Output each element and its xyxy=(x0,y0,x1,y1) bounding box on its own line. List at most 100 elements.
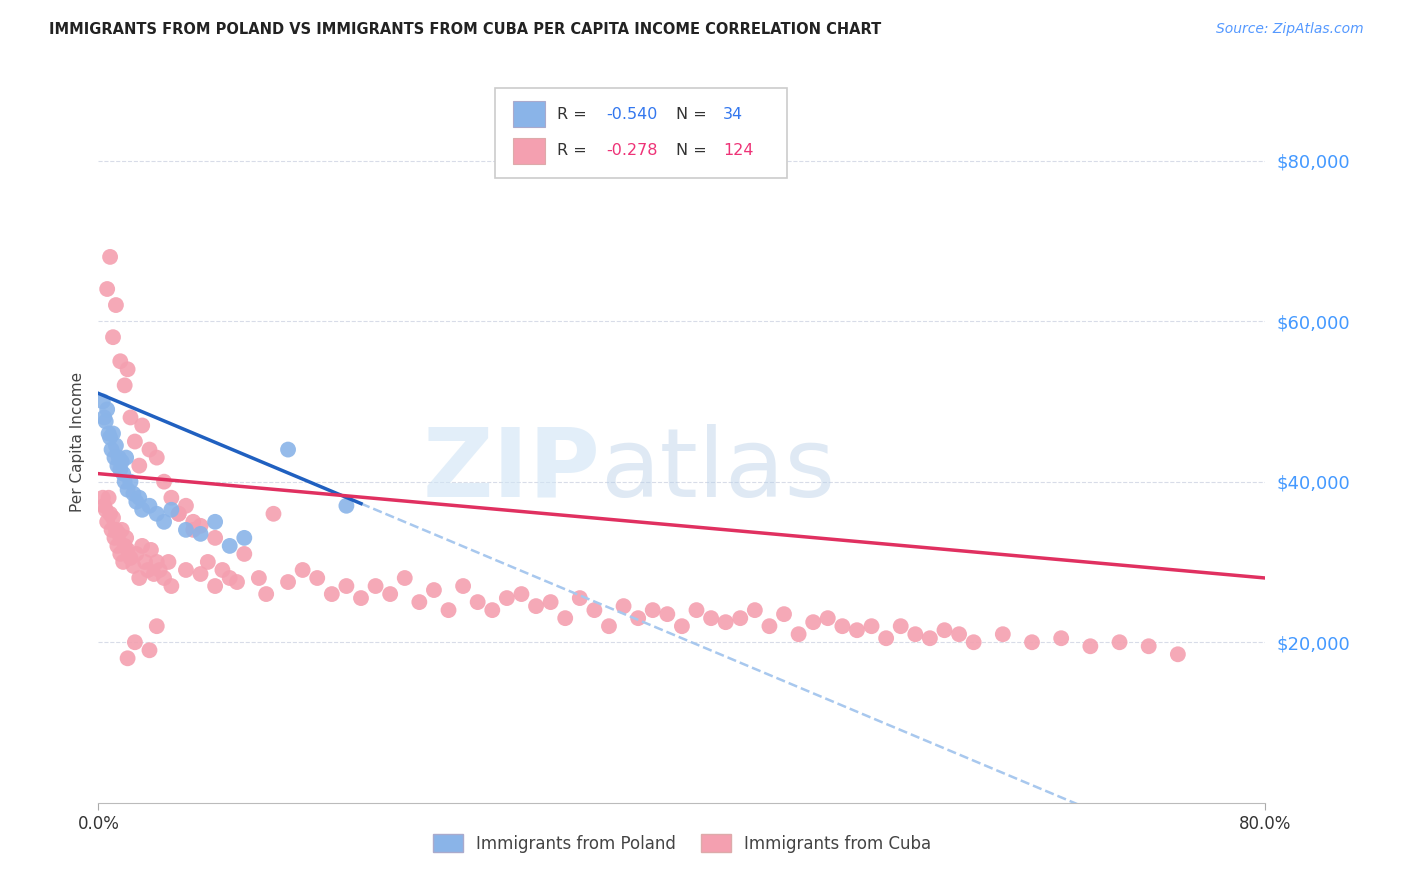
Point xyxy=(117,483,139,497)
Point xyxy=(146,507,169,521)
Point xyxy=(91,491,114,505)
Point xyxy=(254,587,277,601)
Point xyxy=(204,531,226,545)
Point xyxy=(568,591,591,605)
Point xyxy=(671,619,693,633)
Point xyxy=(105,539,128,553)
Point xyxy=(174,563,197,577)
Point xyxy=(657,607,679,621)
Point xyxy=(714,615,737,630)
Point xyxy=(1167,648,1189,662)
Point xyxy=(204,579,226,593)
Point xyxy=(96,402,118,417)
Point xyxy=(142,567,165,582)
Point xyxy=(524,599,547,614)
Point xyxy=(97,426,120,441)
Point xyxy=(124,434,146,449)
Point xyxy=(112,555,135,569)
Point xyxy=(1108,635,1130,649)
Point xyxy=(160,491,183,505)
Point xyxy=(93,499,115,513)
Point xyxy=(131,418,153,433)
Point xyxy=(758,619,780,633)
Point xyxy=(918,632,941,646)
Point xyxy=(496,591,519,605)
Point xyxy=(190,567,212,582)
Point xyxy=(408,595,430,609)
Point xyxy=(890,619,912,633)
Point xyxy=(153,571,176,585)
Point xyxy=(120,475,142,489)
Point xyxy=(146,555,169,569)
Point xyxy=(226,574,249,589)
Point xyxy=(554,611,576,625)
Point xyxy=(153,515,176,529)
Point xyxy=(104,438,127,452)
Point xyxy=(98,507,121,521)
Point xyxy=(451,579,474,593)
Point xyxy=(104,523,127,537)
Point xyxy=(277,442,299,457)
Point xyxy=(149,563,172,577)
Point xyxy=(131,539,153,553)
Point xyxy=(96,515,118,529)
Point xyxy=(335,579,357,593)
Point xyxy=(128,491,150,505)
Point xyxy=(105,458,128,473)
Point xyxy=(117,362,139,376)
Point xyxy=(817,611,839,625)
FancyBboxPatch shape xyxy=(513,138,546,164)
Point xyxy=(174,499,197,513)
Point xyxy=(437,603,460,617)
Point xyxy=(96,282,118,296)
Point xyxy=(773,607,796,621)
Point xyxy=(111,523,134,537)
Legend: Immigrants from Poland, Immigrants from Cuba: Immigrants from Poland, Immigrants from … xyxy=(426,828,938,860)
Point xyxy=(101,426,124,441)
Point xyxy=(190,526,212,541)
Point xyxy=(138,643,160,657)
Point xyxy=(598,619,620,633)
Point xyxy=(117,542,139,557)
Point xyxy=(117,651,139,665)
Text: -0.278: -0.278 xyxy=(606,144,658,159)
Point xyxy=(138,442,160,457)
Point xyxy=(641,603,664,617)
Point xyxy=(111,454,134,468)
Point xyxy=(128,458,150,473)
Point xyxy=(744,603,766,617)
FancyBboxPatch shape xyxy=(513,102,546,128)
Point xyxy=(136,563,159,577)
Point xyxy=(1080,639,1102,653)
Point xyxy=(197,555,219,569)
Point xyxy=(167,507,190,521)
Point xyxy=(115,531,138,545)
Point xyxy=(423,583,446,598)
Point xyxy=(510,587,533,601)
Point xyxy=(247,571,270,585)
Text: IMMIGRANTS FROM POLAND VS IMMIGRANTS FROM CUBA PER CAPITA INCOME CORRELATION CHA: IMMIGRANTS FROM POLAND VS IMMIGRANTS FRO… xyxy=(49,22,882,37)
Point xyxy=(350,591,373,605)
Point xyxy=(125,547,148,561)
Point xyxy=(307,571,329,585)
Point xyxy=(94,414,117,428)
Point xyxy=(335,499,357,513)
Point xyxy=(583,603,606,617)
Point xyxy=(114,539,136,553)
Point xyxy=(174,523,197,537)
Point xyxy=(110,354,132,368)
Point xyxy=(233,531,256,545)
Text: Source: ZipAtlas.com: Source: ZipAtlas.com xyxy=(1216,22,1364,37)
Point xyxy=(110,462,132,476)
Point xyxy=(97,491,120,505)
Point xyxy=(134,555,156,569)
Point xyxy=(139,542,162,557)
Point xyxy=(153,475,176,489)
Point xyxy=(801,615,824,630)
Point xyxy=(120,410,142,425)
Text: N =: N = xyxy=(676,107,711,122)
Point xyxy=(962,635,984,649)
Point xyxy=(190,518,212,533)
Point xyxy=(181,515,204,529)
Text: 34: 34 xyxy=(723,107,742,122)
